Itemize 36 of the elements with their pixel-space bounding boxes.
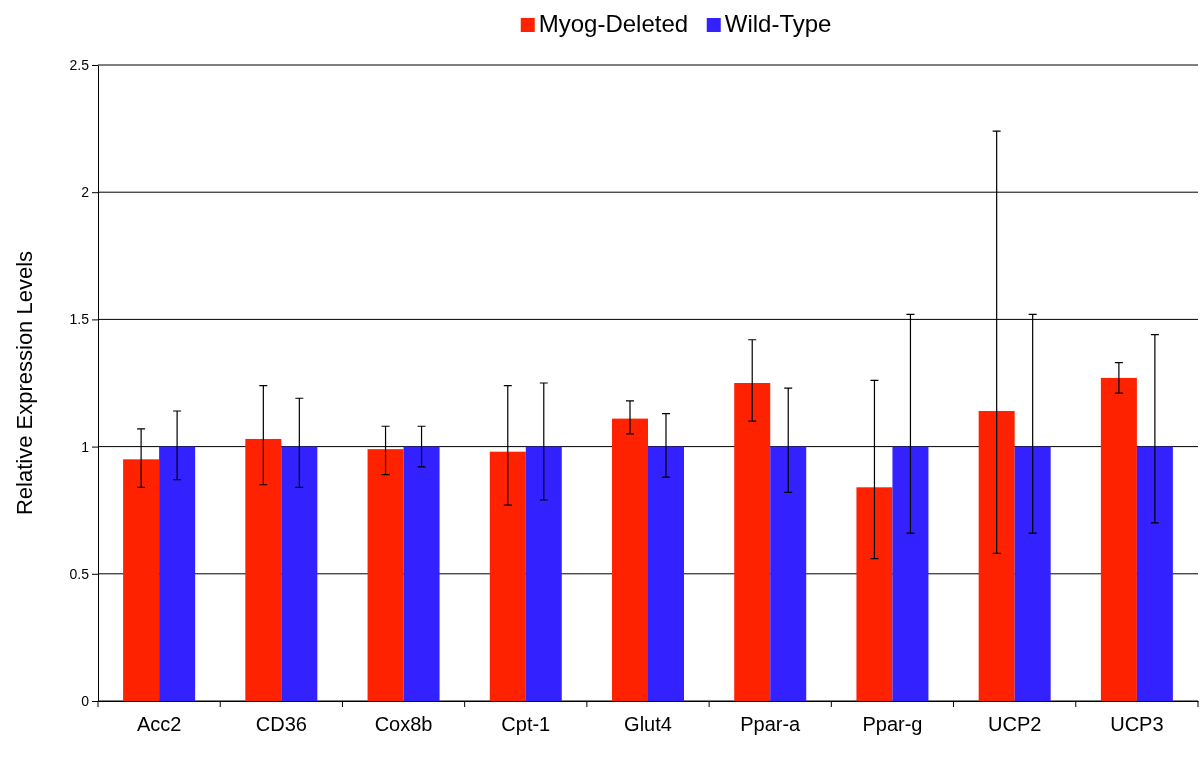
y-tick-label: 2 [81,184,90,201]
x-tick-label: UCP3 [1110,713,1164,736]
bar [856,487,893,701]
bar [734,383,771,701]
y-tick-label: 2.5 [69,56,90,73]
bar [770,446,807,701]
legend-label: Wild-Type [724,10,832,37]
bar [123,459,160,701]
bar [1136,446,1173,701]
y-tick-label: 1.5 [69,311,90,328]
x-tick-label: Cpt-1 [501,713,551,736]
bar [159,446,196,701]
y-axis-title: Relative Expression Levels [12,250,37,516]
bar [489,451,526,701]
x-tick-label: CD36 [255,713,307,736]
x-tick-label: Ppar-a [740,713,802,736]
x-tick-label: Glut4 [624,713,672,736]
bar [525,446,562,701]
y-tick-label: 1 [81,438,90,455]
bar [245,438,282,701]
bar [367,449,404,701]
x-tick-label: Acc2 [136,713,182,736]
y-tick-label: 0.5 [69,565,90,582]
legend-label: Myog-Deleted [538,10,689,37]
x-tick-label: UCP2 [987,713,1042,736]
bar [1100,377,1137,701]
bar [648,446,684,701]
bar [1014,446,1051,701]
x-tick-label: Ppar-g [862,713,923,736]
bar [892,446,929,701]
bar [978,410,1015,701]
x-tick-label: Cox8b [374,713,433,736]
y-tick-label: 0 [81,692,90,709]
bar [281,446,318,701]
bar [403,446,440,701]
bar [612,418,648,701]
